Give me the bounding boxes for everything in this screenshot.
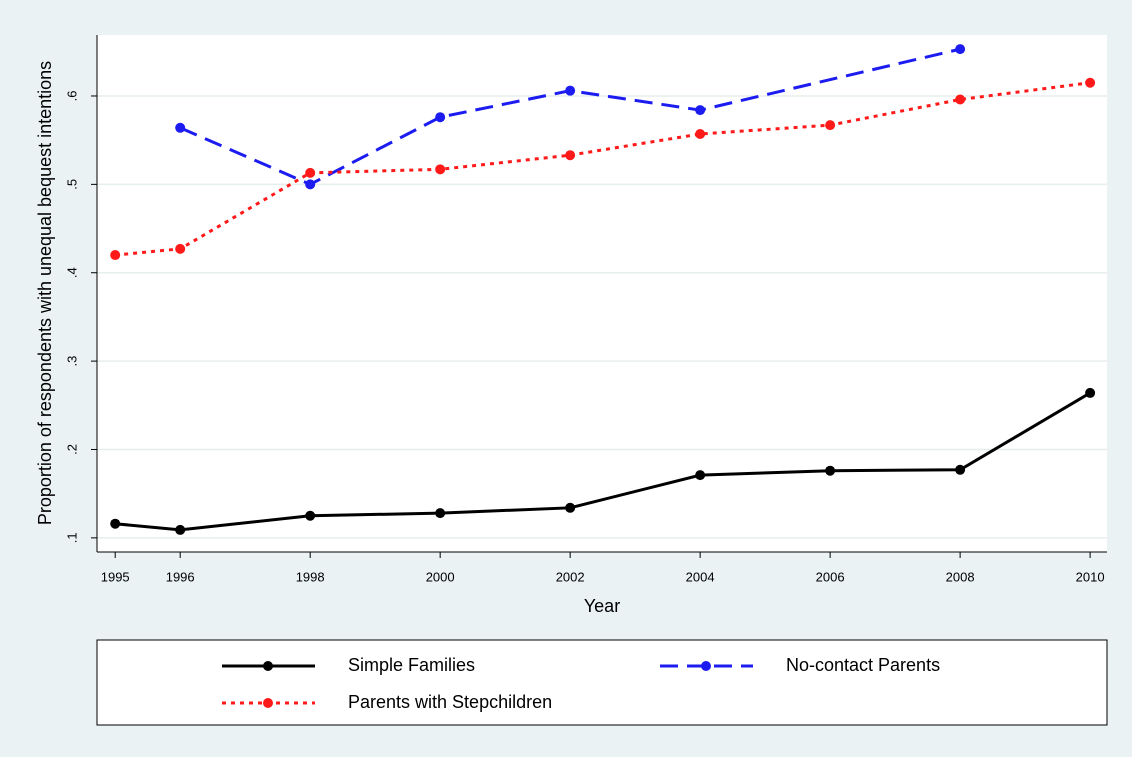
point [305, 510, 316, 521]
x-tick-label: 1998 [296, 569, 325, 584]
x-tick-label: 1996 [166, 569, 195, 584]
y-tick-label: .2 [64, 444, 79, 455]
point [955, 464, 966, 475]
point [1085, 387, 1096, 398]
point [565, 502, 576, 513]
point [825, 465, 836, 476]
series-line [179, 47, 961, 187]
point [110, 250, 121, 261]
plot-area [97, 35, 1107, 552]
x-tick-label: 1995 [101, 569, 130, 584]
legend-box [96, 639, 1108, 726]
point [955, 94, 966, 105]
point [695, 128, 706, 139]
point [1085, 77, 1096, 88]
point [305, 167, 316, 178]
x-axis-label: Year [584, 596, 620, 616]
point [695, 105, 706, 116]
legend-label: Simple Families [348, 655, 475, 675]
point [435, 508, 446, 519]
point [565, 85, 576, 96]
point [175, 243, 186, 254]
legend-label: Parents with Stepchildren [348, 692, 552, 712]
y-tick-label: .3 [64, 356, 79, 367]
x-tick-label: 2000 [426, 569, 455, 584]
point [825, 120, 836, 131]
y-tick-label: .6 [64, 91, 79, 102]
legend-marker [263, 698, 273, 708]
x-tick-label: 2010 [1076, 569, 1105, 584]
point [175, 122, 186, 133]
y-tick-label: .5 [64, 179, 79, 190]
x-tick-label: 2004 [686, 569, 715, 584]
y-axis-label: Proportion of respondents with unequal b… [35, 61, 55, 525]
point [175, 524, 186, 535]
point [435, 164, 446, 175]
point [565, 150, 576, 161]
legend-label: No-contact Parents [786, 655, 940, 675]
point [110, 518, 121, 529]
point [435, 112, 446, 123]
y-tick-label: .4 [64, 267, 79, 278]
point [305, 179, 316, 190]
x-tick-label: 2008 [946, 569, 975, 584]
point [695, 470, 706, 481]
legend-marker [263, 661, 273, 671]
legend-marker [701, 661, 711, 671]
x-tick-label: 2006 [816, 569, 845, 584]
x-tick-label: 2002 [556, 569, 585, 584]
y-tick-label: .1 [64, 532, 79, 543]
point [955, 44, 966, 55]
